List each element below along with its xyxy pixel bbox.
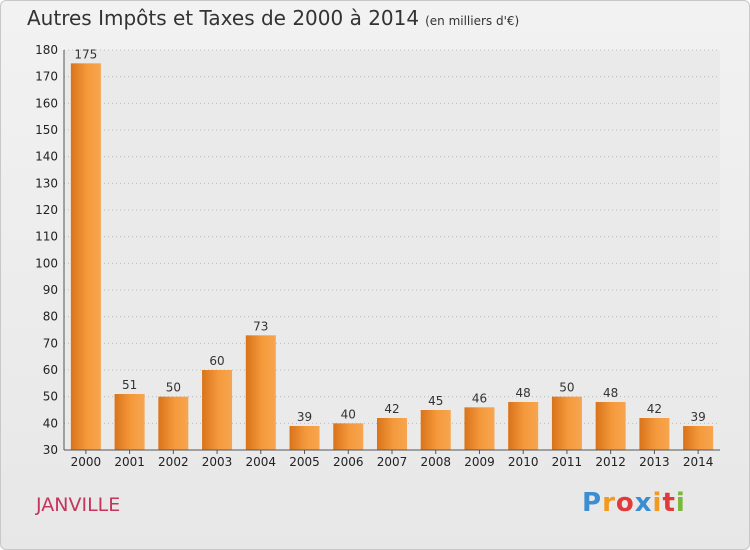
bar (464, 407, 495, 450)
data-label: 48 (516, 386, 531, 400)
x-tick-label: 2004 (246, 455, 277, 469)
chart-title: Autres Impôts et Taxes de 2000 à 2014 (en… (27, 6, 519, 30)
y-tick-label: 90 (43, 283, 58, 297)
grid (64, 49, 720, 451)
y-tick-label: 150 (35, 123, 58, 137)
x-tick-label: 2012 (595, 455, 626, 469)
x-tick-label: 2014 (683, 455, 714, 469)
x-tick-label: 2001 (114, 455, 145, 469)
x-tick-label: 2010 (508, 455, 539, 469)
y-tick-label: 120 (35, 203, 58, 217)
data-label: 45 (428, 394, 443, 408)
bar (639, 418, 670, 450)
x-tick-label: 2000 (71, 455, 102, 469)
data-label: 73 (253, 319, 268, 333)
logo-letter: t (662, 488, 676, 518)
bar (114, 394, 145, 450)
y-tick-label: 30 (43, 443, 58, 457)
data-label: 39 (690, 410, 705, 424)
x-tick-label: 2009 (464, 455, 495, 469)
y-tick-label: 70 (43, 336, 58, 350)
data-label: 46 (472, 391, 487, 405)
logo-letter: P (582, 488, 603, 518)
x-tick-label: 2008 (420, 455, 451, 469)
x-tick-label: 2007 (377, 455, 408, 469)
data-label: 60 (209, 354, 224, 368)
bar (202, 370, 233, 450)
bar (551, 396, 582, 450)
x-tick-label: 2002 (158, 455, 189, 469)
y-tick-label: 40 (43, 416, 58, 430)
y-tick-label: 80 (43, 310, 58, 324)
y-tick-label: 160 (35, 96, 58, 110)
data-labels: 175 51 50 60 73 39 40 42 45 46 48 50 48 42 39 (74, 47, 705, 424)
x-tick-label: 2011 (552, 455, 583, 469)
plot-area (64, 50, 720, 450)
data-label: 51 (122, 378, 137, 392)
data-label: 50 (559, 381, 574, 395)
place-name: JANVILLE (36, 494, 121, 516)
x-tick-label: 2003 (202, 455, 233, 469)
bar (158, 396, 189, 450)
data-label: 39 (297, 410, 312, 424)
y-tick-label: 50 (43, 390, 58, 404)
data-label: 175 (74, 47, 97, 61)
x-tick-label: 2005 (289, 455, 320, 469)
y-tick-label: 60 (43, 363, 58, 377)
y-tick-label: 170 (35, 70, 58, 84)
bar (595, 402, 626, 450)
bar (333, 423, 364, 450)
bar (245, 335, 276, 450)
proxiti-logo: Proxiti (582, 488, 686, 518)
logo-letter: i (652, 488, 663, 518)
bar (508, 402, 539, 450)
y-tick-label: 110 (35, 230, 58, 244)
y-tick-label: 130 (35, 176, 58, 190)
x-tick-label: 2013 (639, 455, 670, 469)
chart-subtitle: (en milliers d'€) (425, 14, 520, 28)
y-tick-label: 140 (35, 150, 58, 164)
logo-letter: o (615, 488, 635, 518)
chart-title-text: Autres Impôts et Taxes de 2000 à 2014 (27, 6, 420, 30)
bar (289, 426, 320, 450)
y-tick-label: 180 (35, 43, 58, 57)
logo-letter: x (634, 488, 653, 518)
data-label: 42 (647, 402, 662, 416)
logo-letter: r (602, 488, 616, 518)
data-label: 50 (166, 381, 181, 395)
bar (70, 63, 101, 450)
x-tick-label: 2006 (333, 455, 364, 469)
data-label: 48 (603, 386, 618, 400)
bar (683, 426, 714, 450)
logo-letter: i (675, 488, 686, 518)
bars (70, 63, 714, 450)
axes: 30 40 50 60 70 80 90 100 110 120 130 140 150 160 170 18… (35, 43, 720, 469)
bar (377, 418, 407, 450)
data-label: 40 (341, 407, 356, 421)
bar (420, 410, 451, 450)
y-tick-label: 100 (35, 256, 58, 270)
data-label: 42 (384, 402, 399, 416)
